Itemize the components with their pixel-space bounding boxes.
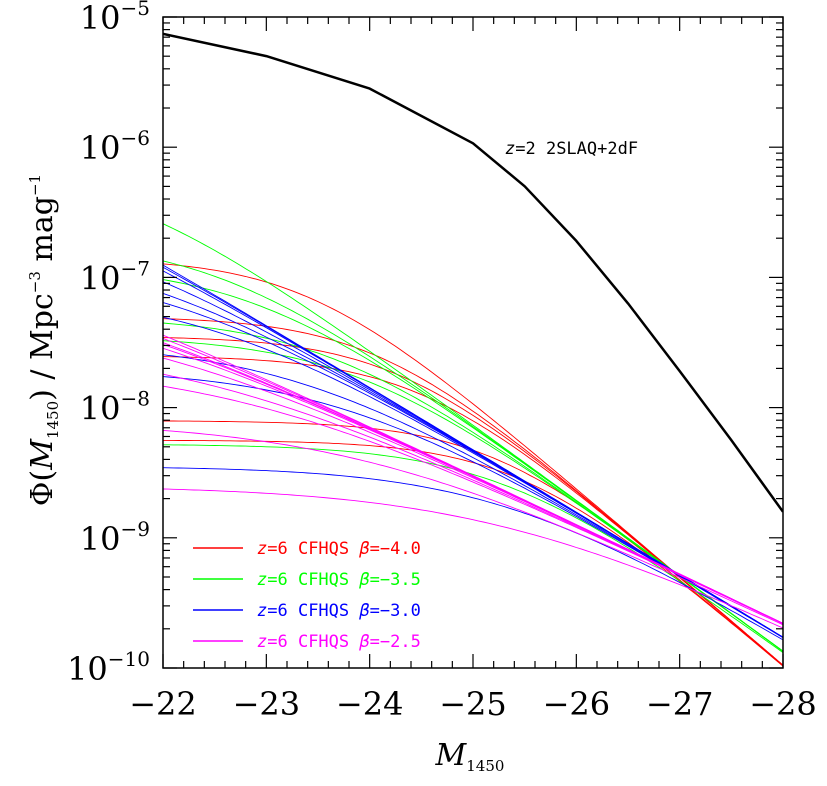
x-tick-label: −28	[749, 685, 817, 723]
reference-annotation: z=2 2SLAQ+2dF	[505, 139, 638, 159]
family-3-curve-8	[163, 488, 783, 629]
legend-label: z=6 CFHQS β=−3.0	[257, 601, 421, 621]
x-tick-label: −27	[646, 685, 714, 723]
legend-label: z=6 CFHQS β=−3.5	[257, 570, 421, 590]
y-tick-labels: 10−10 10−9 10−8 10−7 10−6 10−5	[67, 0, 150, 688]
y-tick-label: 10−9	[80, 517, 150, 558]
family-1-curve-0	[163, 223, 783, 652]
y-tick-label: 10−8	[80, 387, 150, 428]
family-2-curve-8	[163, 467, 783, 641]
legend: z=6 CFHQS β=−4.0 z=6 CFHQS β=−3.5 z=6 CFHQ…	[193, 539, 421, 652]
family-2-curve-6	[163, 354, 783, 638]
family-2-curve-7	[163, 376, 783, 639]
x-tick-labels: −22 −23 −24 −25 −26 −27 −28	[129, 685, 817, 723]
family-1-curve-4	[163, 444, 783, 653]
family-0-curve-5	[163, 263, 783, 666]
x-tick-label: −26	[543, 685, 611, 723]
y-tick-label: 10−5	[80, 0, 150, 37]
y-axis-label: Φ(M1450) / Mpc−3 mag−1	[25, 174, 62, 506]
x-tick-label: −22	[129, 685, 197, 723]
y-tick-label: 10−7	[80, 256, 150, 297]
y-tick-label: 10−6	[80, 126, 150, 167]
legend-label: z=6 CFHQS β=−2.5	[257, 632, 421, 652]
legend-label: z=6 CFHQS β=−4.0	[257, 539, 421, 559]
series-curves	[163, 32, 783, 667]
family-1-curve-5	[163, 279, 783, 652]
family-1-curve-2	[163, 322, 783, 652]
axis-ticks	[162, 16, 784, 669]
y-tick-label: 10−10	[67, 647, 150, 688]
family-0-curve-1	[163, 356, 783, 666]
reference-curve	[163, 32, 783, 513]
x-axis-label: M1450	[435, 738, 505, 775]
family-3-curve-7	[163, 429, 783, 626]
x-tick-label: −24	[336, 685, 404, 723]
x-tick-label: −23	[233, 685, 301, 723]
family-3-curve-6	[163, 385, 783, 625]
family-3-curve-9	[163, 343, 783, 624]
x-tick-label: −25	[439, 685, 507, 723]
